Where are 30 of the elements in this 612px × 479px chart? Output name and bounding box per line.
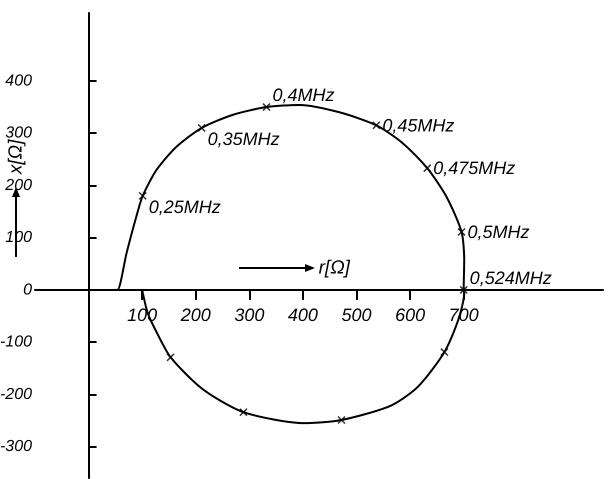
y-tick-label: 0 [23, 281, 32, 298]
annotation: 0,45MHz [382, 115, 454, 136]
x-tick-label: 400 [288, 304, 318, 325]
point [197, 124, 206, 132]
point [422, 164, 432, 172]
annotation: 0,35MHz [208, 128, 280, 149]
point [138, 192, 147, 200]
y-tick-label: -300 [0, 438, 32, 456]
x-tick-label: 500 [341, 304, 372, 325]
y-tick-label: 400 [5, 72, 32, 90]
x-tick-label: 200 [180, 304, 211, 325]
x-tick-label: 600 [395, 304, 426, 325]
point [372, 121, 381, 130]
annotation: 0,5MHz [468, 222, 530, 242]
y-tick-label: -100 [0, 334, 32, 351]
point [239, 408, 248, 416]
point [262, 102, 271, 112]
x-tick-label: 300 [234, 304, 264, 325]
annotation: 0,25MHz [148, 196, 221, 217]
point [459, 286, 468, 294]
annotation: 0,4MHz [272, 85, 334, 106]
point [440, 348, 449, 356]
annotation: 0,475MHz [433, 158, 516, 178]
x-axis-title: r[Ω] [318, 257, 351, 278]
annotation: 0,524MHz [470, 268, 552, 288]
y-tick-label: -200 [0, 386, 32, 403]
point [166, 353, 175, 362]
point [457, 228, 466, 236]
y-tick-label: 200 [4, 176, 32, 194]
point [337, 416, 346, 424]
